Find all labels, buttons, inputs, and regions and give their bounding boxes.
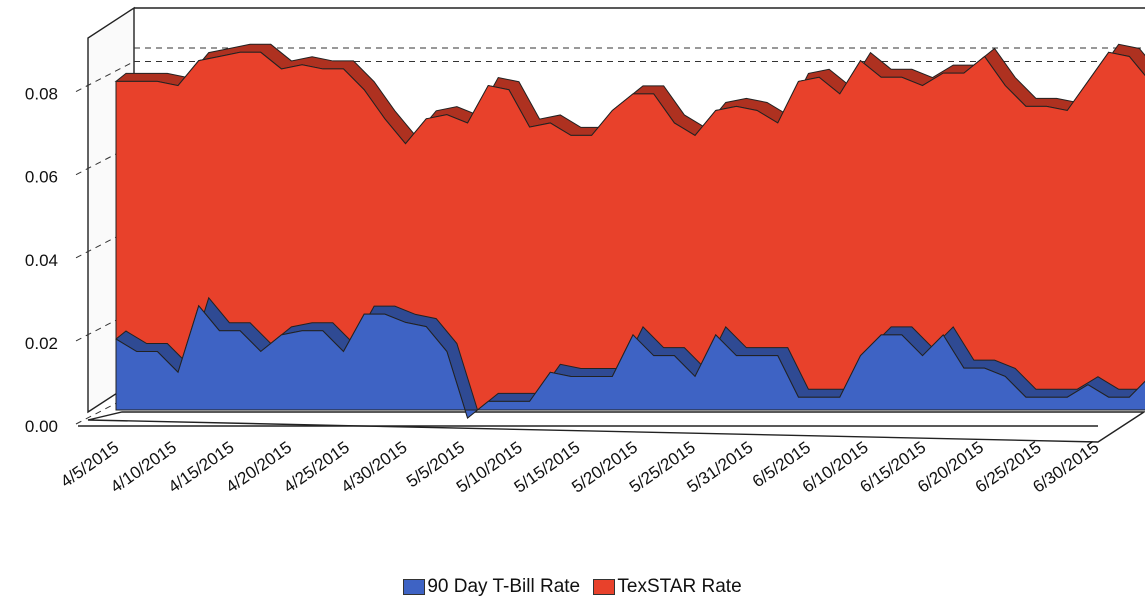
legend-swatch-tbill bbox=[403, 579, 426, 595]
x-tick-label: 4/30/2015 bbox=[338, 438, 411, 497]
y-tick-label: 0.04 bbox=[25, 251, 58, 270]
y-tick-label: 0.02 bbox=[25, 334, 58, 353]
x-tick-label: 5/31/2015 bbox=[684, 438, 757, 497]
y-tick-label: 0.08 bbox=[25, 85, 58, 104]
y-axis: 0.00 0.02 0.04 0.06 0.08 bbox=[25, 85, 58, 436]
y-tick-label: 0.00 bbox=[25, 417, 58, 436]
y-tick-label: 0.06 bbox=[25, 168, 58, 187]
legend: 90 Day T-Bill Rate TexSTAR Rate bbox=[0, 576, 1145, 601]
x-tick-label: 6/30/2015 bbox=[1029, 438, 1102, 497]
x-axis: 4/5/20154/10/20154/15/20154/20/20154/25/… bbox=[57, 438, 1102, 497]
series-areas bbox=[114, 43, 1145, 419]
series-area-1 bbox=[115, 304, 1145, 419]
legend-label-texstar: TexSTAR Rate bbox=[617, 576, 742, 597]
legend-item-tbill: 90 Day T-Bill Rate bbox=[403, 576, 580, 598]
legend-label-tbill: 90 Day T-Bill Rate bbox=[427, 576, 581, 597]
legend-swatch-texstar bbox=[593, 579, 616, 595]
legend-item-texstar: TexSTAR Rate bbox=[593, 576, 742, 598]
floor bbox=[87, 411, 1145, 443]
